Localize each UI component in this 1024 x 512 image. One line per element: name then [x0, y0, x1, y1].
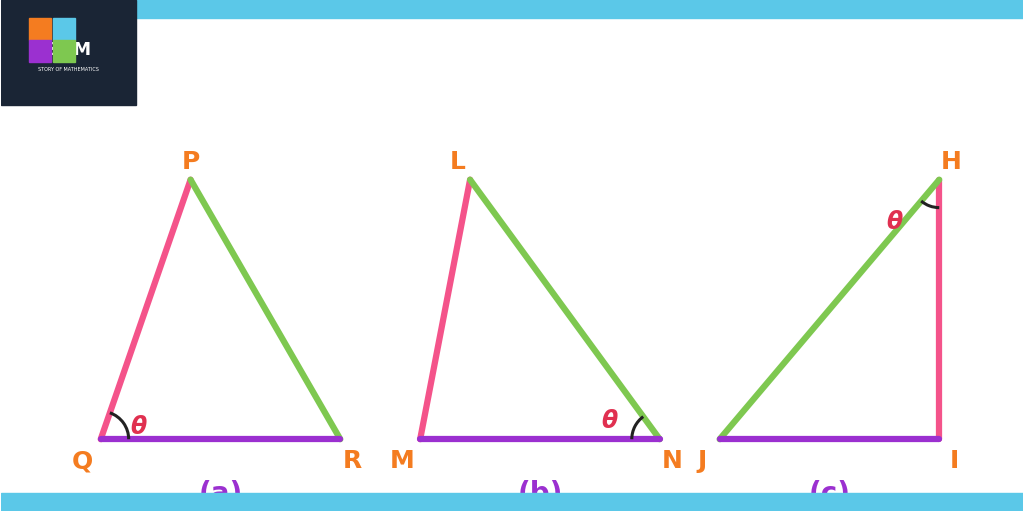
Text: θ: θ [130, 415, 146, 439]
Text: (a): (a) [199, 480, 243, 508]
Text: N: N [662, 449, 682, 473]
Text: θ: θ [886, 209, 902, 233]
Bar [1, 493, 1023, 511]
Text: Q: Q [72, 449, 93, 473]
Text: SOM: SOM [46, 41, 92, 59]
Text: R: R [343, 449, 361, 473]
Text: (c): (c) [808, 480, 851, 508]
Text: H: H [941, 150, 962, 174]
Text: J: J [697, 449, 707, 473]
Bar [1, 0, 135, 105]
Bar [29, 40, 51, 62]
Text: I: I [949, 449, 958, 473]
Bar [53, 18, 75, 40]
Text: θ: θ [602, 409, 617, 433]
Text: P: P [181, 150, 200, 174]
Text: (b): (b) [517, 480, 562, 508]
Text: M: M [390, 449, 415, 473]
Bar [53, 40, 75, 62]
Text: STORY OF MATHEMATICS: STORY OF MATHEMATICS [38, 68, 99, 72]
Text: L: L [451, 150, 466, 174]
Bar [29, 18, 51, 40]
Bar [1, 0, 1023, 18]
